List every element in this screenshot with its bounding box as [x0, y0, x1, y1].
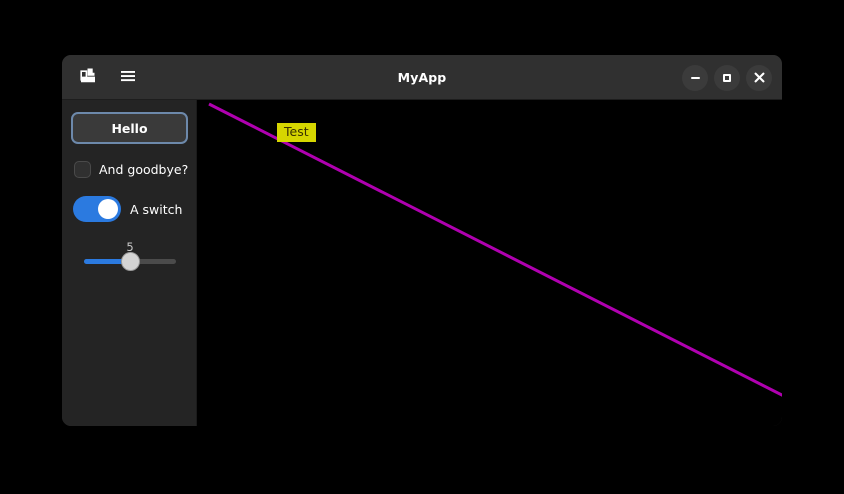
a-switch-row[interactable]: A switch: [73, 196, 182, 222]
slider-knob[interactable]: [121, 252, 140, 271]
minimize-icon: [690, 76, 700, 79]
sidebar-panel: Hello And goodbye? A switch 5: [62, 100, 197, 426]
slider-track[interactable]: [84, 252, 176, 271]
goodbye-checkbox-row[interactable]: And goodbye?: [74, 161, 188, 178]
window-headerbar: MyApp: [62, 55, 782, 100]
a-switch-toggle[interactable]: [73, 196, 121, 222]
close-icon: [754, 68, 765, 87]
app-window: MyApp Hello: [62, 55, 782, 426]
headerbar-left-actions: [72, 55, 144, 100]
canvas-line-graphic: [208, 102, 782, 397]
slider-fill: [84, 259, 130, 264]
a-switch-label: A switch: [130, 201, 183, 217]
maximize-icon: [723, 73, 731, 82]
open-document-icon: [78, 66, 98, 90]
slider-value-label: 5: [126, 240, 134, 254]
switch-knob: [98, 199, 118, 219]
close-button[interactable]: [746, 64, 772, 91]
hamburger-menu-icon: [118, 66, 138, 90]
test-annotation-label: Test: [277, 123, 316, 142]
open-document-button[interactable]: [72, 62, 104, 94]
window-title: MyApp: [397, 70, 447, 85]
window-controls: [682, 55, 772, 100]
goodbye-checkbox-label: And goodbye?: [99, 162, 189, 177]
goodbye-checkbox[interactable]: [74, 161, 91, 178]
magenta-line: [208, 102, 782, 397]
minimize-button[interactable]: [682, 64, 708, 91]
maximize-button[interactable]: [714, 64, 740, 91]
hello-button[interactable]: Hello: [71, 112, 188, 144]
drawing-canvas[interactable]: Test: [197, 100, 782, 426]
window-content: Hello And goodbye? A switch 5: [62, 100, 782, 426]
slider-control[interactable]: 5: [84, 240, 176, 271]
menu-button[interactable]: [112, 62, 144, 94]
